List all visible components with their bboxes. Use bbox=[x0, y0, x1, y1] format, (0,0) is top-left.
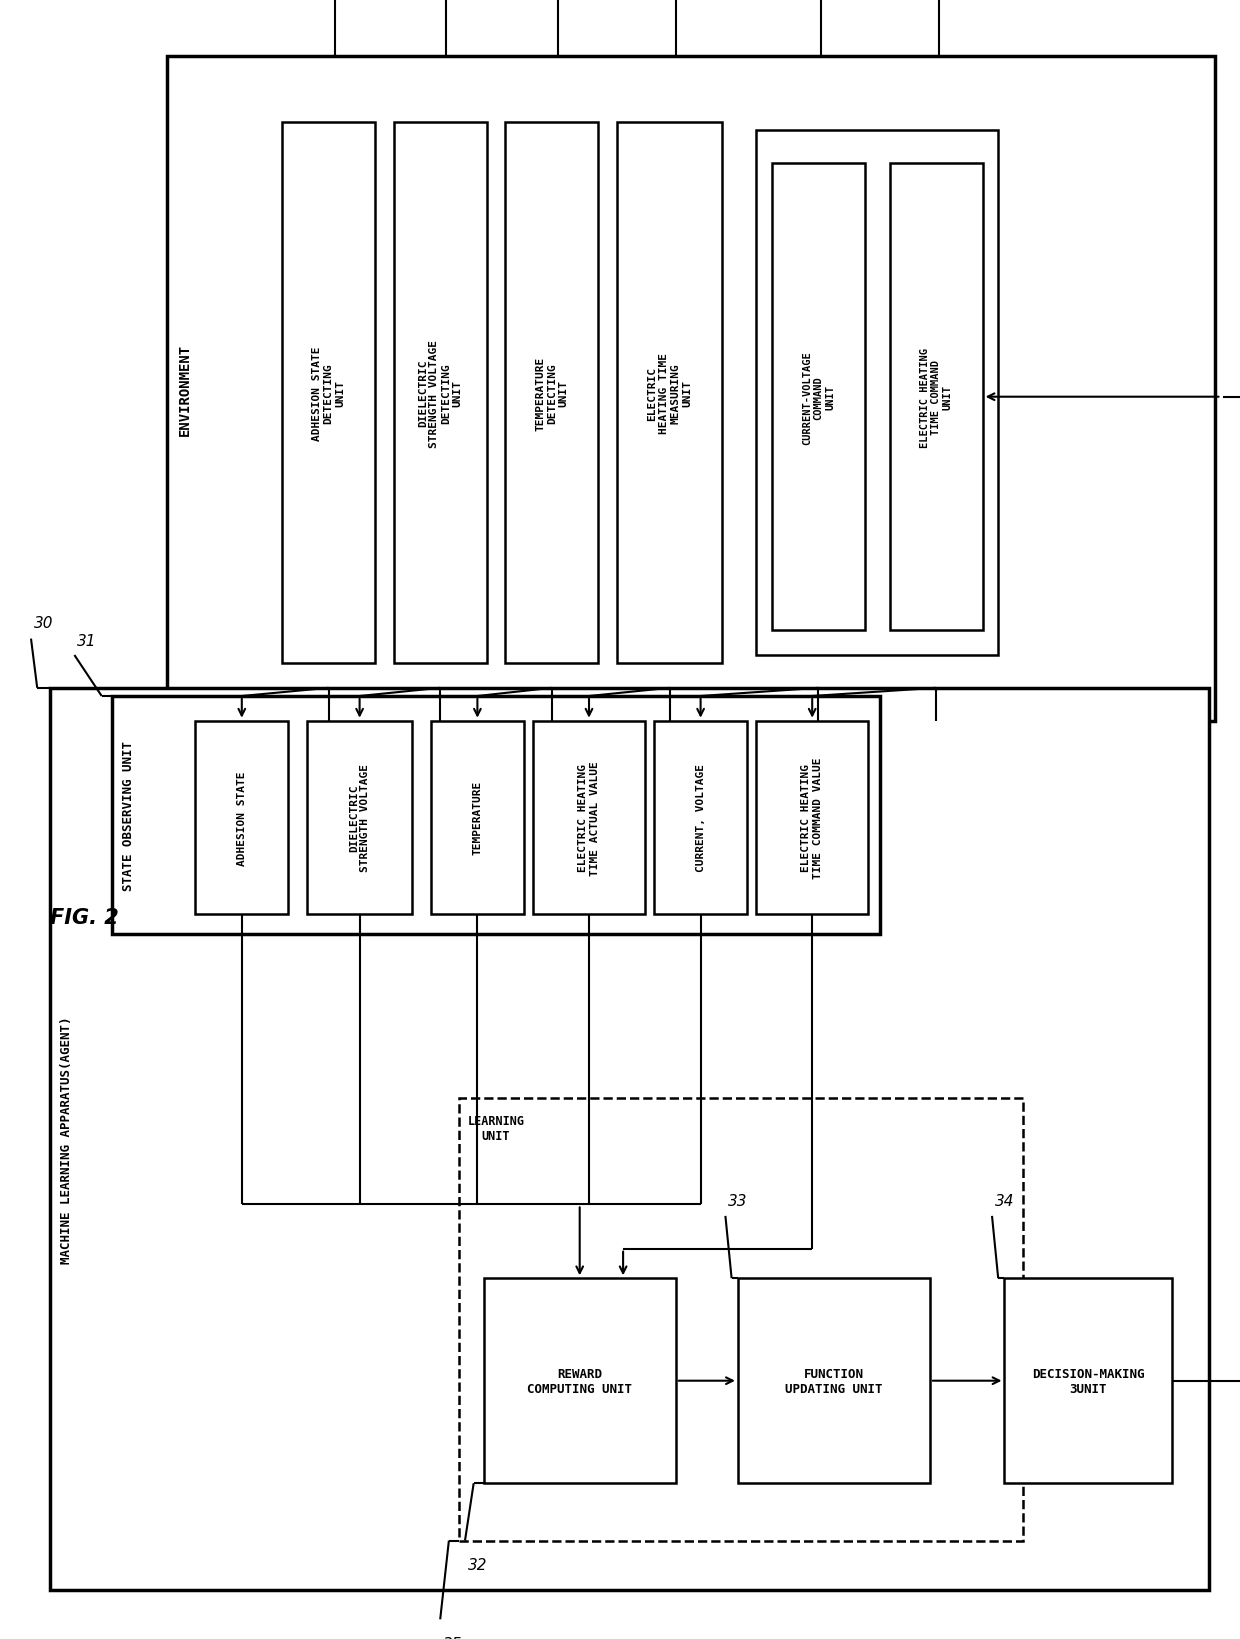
Text: REWARD
COMPUTING UNIT: REWARD COMPUTING UNIT bbox=[527, 1367, 632, 1395]
FancyBboxPatch shape bbox=[771, 164, 866, 631]
FancyBboxPatch shape bbox=[756, 721, 868, 915]
Text: 31: 31 bbox=[77, 634, 97, 649]
FancyBboxPatch shape bbox=[394, 123, 486, 664]
Text: ADHESION STATE
DETECTING
UNIT: ADHESION STATE DETECTING UNIT bbox=[312, 346, 345, 441]
Text: DECISION-MAKING
3UNIT: DECISION-MAKING 3UNIT bbox=[1032, 1367, 1145, 1395]
Text: DIELECTRIC
STRENGTH VOLTAGE: DIELECTRIC STRENGTH VOLTAGE bbox=[348, 764, 371, 872]
Text: FUNCTION
UPDATING UNIT: FUNCTION UPDATING UNIT bbox=[785, 1367, 883, 1395]
FancyBboxPatch shape bbox=[484, 1278, 676, 1483]
Text: ELECTRIC HEATING
TIME COMMAND
UNIT: ELECTRIC HEATING TIME COMMAND UNIT bbox=[920, 347, 952, 447]
Text: STATE OBSERVING UNIT: STATE OBSERVING UNIT bbox=[123, 741, 135, 890]
FancyBboxPatch shape bbox=[533, 721, 645, 915]
Text: ELECTRIC
HEATING TIME
MEASURING
UNIT: ELECTRIC HEATING TIME MEASURING UNIT bbox=[647, 352, 692, 434]
FancyBboxPatch shape bbox=[283, 123, 374, 664]
Text: CURRENT, VOLTAGE: CURRENT, VOLTAGE bbox=[696, 764, 706, 872]
Text: DIELECTRIC
STRENGTH VOLTAGE
DETECTING
UNIT: DIELECTRIC STRENGTH VOLTAGE DETECTING UN… bbox=[418, 339, 463, 447]
Text: MACHINE LEARNING APPARATUS(AGENT): MACHINE LEARNING APPARATUS(AGENT) bbox=[61, 1016, 73, 1262]
FancyBboxPatch shape bbox=[655, 721, 746, 915]
FancyBboxPatch shape bbox=[618, 123, 722, 664]
Text: 34: 34 bbox=[994, 1193, 1014, 1208]
Text: ELECTRIC HEATING
TIME COMMAND VALUE: ELECTRIC HEATING TIME COMMAND VALUE bbox=[801, 757, 823, 879]
FancyBboxPatch shape bbox=[196, 721, 288, 915]
Text: 35: 35 bbox=[443, 1636, 463, 1639]
FancyBboxPatch shape bbox=[506, 123, 599, 664]
FancyBboxPatch shape bbox=[112, 697, 880, 934]
FancyBboxPatch shape bbox=[167, 57, 1215, 721]
Text: ADHESION STATE: ADHESION STATE bbox=[237, 770, 247, 865]
Text: 32: 32 bbox=[467, 1557, 487, 1572]
FancyBboxPatch shape bbox=[432, 721, 525, 915]
Text: ENVIRONMENT: ENVIRONMENT bbox=[177, 343, 192, 436]
FancyBboxPatch shape bbox=[306, 721, 412, 915]
FancyBboxPatch shape bbox=[738, 1278, 930, 1483]
Text: LEARNING
UNIT: LEARNING UNIT bbox=[467, 1115, 525, 1142]
Text: 30: 30 bbox=[33, 616, 53, 631]
Text: FIG. 2: FIG. 2 bbox=[50, 908, 118, 928]
Text: ELECTRIC HEATING
TIME ACTUAL VALUE: ELECTRIC HEATING TIME ACTUAL VALUE bbox=[578, 760, 600, 875]
Text: TEMPERATURE: TEMPERATURE bbox=[472, 780, 482, 856]
FancyBboxPatch shape bbox=[756, 131, 998, 656]
FancyBboxPatch shape bbox=[459, 1098, 1023, 1541]
Text: 33: 33 bbox=[728, 1193, 748, 1208]
Text: TEMPERATURE
DETECTING
UNIT: TEMPERATURE DETECTING UNIT bbox=[536, 356, 568, 431]
FancyBboxPatch shape bbox=[890, 164, 982, 631]
FancyBboxPatch shape bbox=[50, 688, 1209, 1590]
FancyBboxPatch shape bbox=[1004, 1278, 1172, 1483]
Text: CURRENT-VOLTAGE
COMMAND
UNIT: CURRENT-VOLTAGE COMMAND UNIT bbox=[802, 351, 835, 444]
